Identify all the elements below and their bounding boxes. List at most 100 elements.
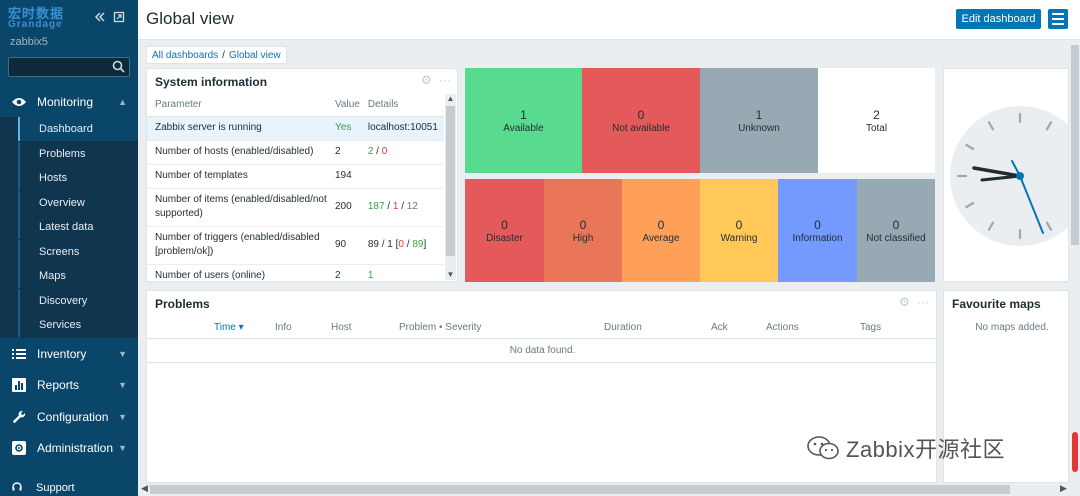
tile-label: Not available — [612, 122, 670, 134]
more-icon[interactable]: ··· — [439, 73, 451, 87]
severity-tile-information[interactable]: 0 Information — [778, 179, 857, 282]
chart-icon — [11, 377, 27, 393]
scroll-thumb[interactable] — [150, 485, 1010, 494]
param-cell: Number of triggers (enabled/disabled [pr… — [147, 226, 327, 265]
availability-tile-available[interactable]: 1 Available — [465, 68, 582, 173]
menu-administration[interactable]: Administration ▼ — [0, 433, 138, 463]
menu-inventory[interactable]: Inventory ▼ — [0, 339, 138, 369]
tile-label: Available — [503, 122, 544, 134]
submenu-item-services[interactable]: Services — [18, 313, 138, 337]
menu-configuration[interactable]: Configuration ▼ — [0, 402, 138, 432]
system-information-widget: System information ⚙ ··· Parameter Value… — [146, 68, 458, 282]
tile-count: 0 — [657, 217, 665, 232]
more-icon[interactable]: ··· — [917, 295, 929, 309]
menu-monitoring[interactable]: Monitoring ▲ — [0, 87, 138, 117]
availability-tile-not-available[interactable]: 0 Not available — [582, 68, 700, 173]
gear-icon[interactable]: ⚙ — [421, 73, 432, 87]
host-availability-widget: 1 Available 0 Not available 1 Unknown 2 … — [465, 68, 935, 173]
gear-icon[interactable]: ⚙ — [899, 295, 910, 309]
chevron-down-icon: ▼ — [118, 443, 127, 453]
favourite-maps-widget: Favourite maps No maps added. — [943, 290, 1069, 483]
no-maps-message: No maps added. — [975, 322, 1049, 333]
scroll-marker — [1072, 432, 1078, 472]
breadcrumb-current[interactable]: Global view — [228, 49, 281, 61]
gear-icon — [11, 440, 27, 456]
severity-tile-disaster[interactable]: 0 Disaster — [465, 179, 544, 282]
no-data-message: No data found. — [147, 339, 938, 363]
param-cell: Number of templates — [147, 164, 327, 189]
edit-dashboard-button[interactable]: Edit dashboard — [956, 9, 1041, 29]
scroll-right-icon[interactable]: ▶ — [1060, 483, 1067, 493]
column-header-host[interactable]: Host — [331, 322, 352, 333]
column-header-time[interactable]: Time ▾ — [214, 322, 244, 333]
tile-count: 0 — [579, 217, 587, 232]
search-input[interactable] — [8, 57, 130, 77]
column-header-duration: Duration — [604, 322, 642, 333]
submenu-item-dashboard[interactable]: Dashboard — [18, 117, 138, 141]
tile-count: 0 — [637, 107, 645, 122]
submenu-item-discovery[interactable]: Discovery — [18, 288, 138, 313]
collapse-sidebar-icon[interactable] — [94, 11, 106, 26]
server-name: zabbix5 — [10, 36, 48, 48]
chevron-up-icon: ▲ — [118, 97, 127, 107]
actions-menu-button[interactable] — [1048, 9, 1068, 29]
chevron-down-icon: ▼ — [118, 380, 127, 390]
severity-tile-high[interactable]: 0 High — [544, 179, 622, 282]
submenu-item-maps[interactable]: Maps — [18, 264, 138, 288]
menu-reports[interactable]: Reports ▼ — [0, 370, 138, 400]
page-vertical-scrollbar[interactable] — [1070, 40, 1080, 483]
submenu-item-overview[interactable]: Overview — [18, 190, 138, 215]
wechat-icon — [807, 436, 839, 460]
support-link[interactable]: Support — [0, 480, 138, 496]
tile-label: Average — [642, 232, 680, 244]
tile-label: Unknown — [738, 122, 780, 134]
headset-icon — [12, 481, 22, 495]
chevron-down-icon: ▼ — [118, 349, 127, 359]
breadcrumb-separator: / — [222, 49, 225, 61]
details-cell: localhost:10051 — [359, 116, 444, 141]
watermark-text: Zabbix开源社区 — [846, 437, 1006, 462]
scroll-thumb[interactable] — [1071, 45, 1079, 245]
widget-title: Favourite maps — [952, 297, 1041, 311]
scroll-down-icon[interactable]: ▼ — [446, 270, 455, 279]
value-cell: 2 — [327, 140, 360, 165]
page-header: Global view Edit dashboard — [138, 0, 1080, 40]
problems-table-header: Time ▾ Info Host Problem • Severity Dura… — [147, 317, 938, 339]
menu-monitoring-label: Monitoring — [37, 95, 94, 109]
submenu-item-latest-data[interactable]: Latest data — [18, 215, 138, 239]
breadcrumb-all-dashboards[interactable]: All dashboards — [152, 49, 219, 61]
tile-label: Disaster — [486, 232, 523, 244]
submenu-item-hosts[interactable]: Hosts — [18, 166, 138, 190]
param-cell: Zabbix server is running — [147, 116, 327, 141]
severity-tile-not-classified[interactable]: 0 Not classified — [857, 179, 935, 282]
availability-tile-total[interactable]: 2 Total — [818, 68, 935, 173]
kiosk-mode-icon[interactable] — [113, 11, 125, 26]
scroll-left-icon[interactable]: ◀ — [141, 483, 148, 493]
severity-tile-average[interactable]: 0 Average — [622, 179, 700, 282]
column-header-info: Info — [275, 322, 292, 333]
tile-count: 0 — [735, 217, 743, 232]
column-header: Details — [359, 94, 444, 117]
logo[interactable]: 宏时数据 Grandage — [8, 7, 84, 30]
search-icon[interactable] — [112, 60, 125, 76]
scroll-thumb[interactable] — [446, 106, 455, 256]
details-cell: 2 / 0 — [359, 140, 444, 165]
system-info-table: Parameter Value Details Zabbix server is… — [147, 94, 444, 281]
tile-count: 1 — [755, 107, 763, 122]
table-row: Number of triggers (enabled/disabled [pr… — [147, 226, 444, 265]
availability-tile-unknown[interactable]: 1 Unknown — [700, 68, 818, 173]
value-cell: 2 — [327, 264, 360, 281]
tile-count: 0 — [814, 217, 821, 232]
severity-tile-warning[interactable]: 0 Warning — [700, 179, 778, 282]
page-horizontal-scrollbar[interactable]: ◀ ▶ — [138, 483, 1080, 496]
column-header-problem[interactable]: Problem • Severity — [399, 322, 482, 333]
details-cell: 187 / 1 / 12 — [359, 188, 444, 227]
problems-widget: Problems ⚙ ··· Time ▾ Info Host Problem … — [146, 290, 938, 483]
submenu-item-screens[interactable]: Screens — [18, 239, 138, 264]
system-info-scrollbar[interactable]: ▲ ▼ — [445, 94, 456, 280]
scroll-up-icon[interactable]: ▲ — [446, 94, 455, 103]
menu-administration-label: Administration — [37, 441, 114, 455]
logo-subtext: Grandage — [8, 19, 63, 30]
submenu-item-problems[interactable]: Problems — [18, 141, 138, 166]
details-cell — [359, 164, 444, 189]
